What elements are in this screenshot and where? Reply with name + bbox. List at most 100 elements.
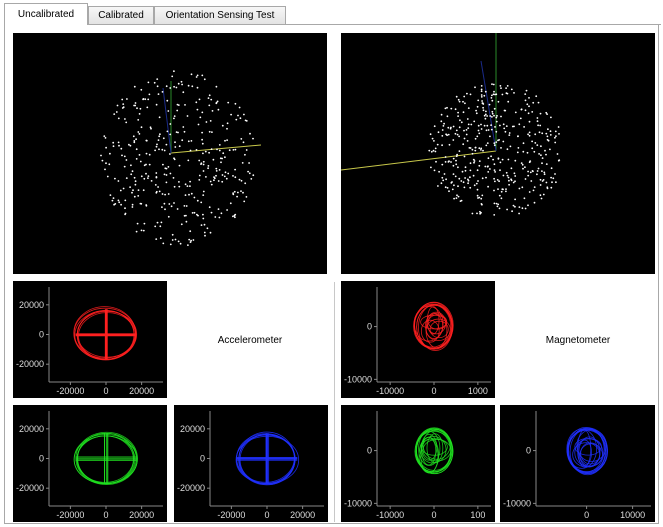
point-cloud-dot: [164, 208, 166, 211]
point-cloud-dot: [473, 184, 476, 187]
point-cloud-dot: [430, 166, 432, 169]
point-cloud-dot: [145, 152, 148, 155]
point-cloud-dot: [186, 115, 189, 117]
point-cloud-dot: [490, 97, 493, 99]
point-cloud-dot: [438, 170, 440, 173]
point-cloud-dot: [447, 126, 450, 129]
point-cloud-dot: [180, 80, 183, 83]
point-cloud-dot: [237, 191, 239, 194]
point-cloud-dot: [497, 139, 499, 142]
point-cloud-dot: [512, 181, 515, 184]
point-cloud-dot: [109, 152, 111, 155]
point-cloud-dot: [215, 167, 218, 170]
accelerometer-xy-plot[interactable]: 20000 0 -20000 -20000 0 20000: [13, 281, 167, 398]
point-cloud-dot: [481, 102, 484, 105]
point-cloud-dot: [512, 204, 515, 207]
point-cloud-dot: [501, 158, 504, 161]
x-tick-label: -20000: [56, 510, 84, 520]
point-cloud-dot: [163, 202, 166, 205]
magnetometer-xz-plot[interactable]: 0 -10000 -10000 0 100: [341, 405, 495, 522]
point-cloud-dot: [173, 157, 175, 160]
point-cloud-dot: [158, 148, 160, 151]
tab-orientation-sensing-test[interactable]: Orientation Sensing Test: [154, 6, 286, 24]
point-cloud-dot: [458, 135, 460, 138]
point-cloud-dot: [493, 169, 496, 172]
point-cloud-dot: [492, 158, 494, 161]
point-cloud-dot: [156, 78, 159, 80]
point-cloud-dot: [162, 163, 164, 166]
point-cloud-dot: [444, 186, 447, 189]
point-cloud-dot: [528, 131, 531, 134]
point-cloud-dot: [472, 174, 475, 177]
point-cloud-dot: [457, 98, 460, 101]
point-cloud-dot: [466, 118, 469, 120]
accelerometer-yz-plot[interactable]: 20000 0 -20000 -20000 0 20000: [174, 405, 328, 522]
point-cloud-dot: [142, 98, 145, 101]
point-cloud-dot: [441, 163, 444, 166]
point-cloud-dot: [456, 194, 458, 197]
point-cloud-dot: [210, 211, 213, 214]
point-cloud-dot: [527, 174, 530, 177]
point-cloud-dot: [250, 178, 253, 180]
point-cloud-dot: [531, 111, 534, 113]
point-cloud-dot: [557, 126, 560, 128]
point-cloud-dot: [164, 193, 167, 196]
point-cloud-dot: [539, 178, 542, 181]
point-cloud-dot: [469, 169, 472, 172]
point-cloud-dot: [123, 155, 126, 158]
point-cloud-dot: [445, 133, 447, 136]
tab-calibrated[interactable]: Calibrated: [88, 6, 154, 24]
data-trace-ring: [576, 429, 607, 462]
accelerometer-xz-plot[interactable]: 20000 0 -20000 -20000 0 20000: [13, 405, 167, 522]
tab-uncalibrated[interactable]: Uncalibrated: [4, 3, 88, 25]
point-cloud-dot: [238, 106, 241, 109]
point-cloud-dot: [123, 165, 126, 168]
point-cloud-dot: [477, 99, 480, 102]
point-cloud-dot: [133, 85, 136, 88]
point-cloud-dot: [483, 114, 486, 117]
point-cloud-dot: [190, 239, 193, 242]
point-cloud-dot: [195, 76, 198, 78]
point-cloud-dot: [191, 212, 194, 214]
section-divider: [334, 282, 335, 522]
point-cloud-dot: [131, 206, 134, 208]
point-cloud-dot: [430, 150, 433, 153]
point-cloud-dot: [533, 150, 536, 153]
point-cloud-dot: [172, 177, 175, 179]
point-cloud-dot: [508, 132, 511, 134]
point-cloud-dot: [539, 124, 542, 127]
point-cloud-dot: [458, 177, 461, 180]
y-tick-label: 0: [367, 446, 372, 456]
point-cloud-dot: [539, 184, 542, 186]
point-cloud-dot: [526, 103, 529, 106]
point-cloud-dot: [474, 149, 477, 152]
point-cloud-dot: [175, 131, 178, 133]
accelerometer-3d-view[interactable]: [13, 33, 327, 274]
point-cloud-dot: [117, 141, 120, 144]
point-cloud-dot: [462, 100, 464, 103]
point-cloud-dot: [220, 212, 223, 215]
point-cloud-dot: [202, 217, 205, 220]
point-cloud-dot: [166, 130, 169, 133]
point-cloud-dot: [485, 176, 487, 179]
point-cloud-dot: [495, 141, 498, 143]
point-cloud-dot: [476, 105, 479, 108]
data-trace-ring: [73, 306, 136, 360]
point-cloud-dot: [485, 129, 488, 132]
x-tick-label: 20000: [290, 510, 315, 520]
point-cloud-dot: [187, 159, 190, 162]
point-cloud-dot: [478, 164, 481, 167]
magnetometer-yz-plot[interactable]: 0 -10000 0 10000: [500, 405, 655, 522]
point-cloud-dot: [482, 149, 484, 152]
point-cloud-dot: [239, 117, 242, 120]
point-cloud-dot: [517, 135, 519, 138]
point-cloud-dot: [518, 123, 521, 126]
magnetometer-xy-plot[interactable]: 0 -10000 -10000 0 1000: [341, 281, 495, 398]
point-cloud-dot: [535, 95, 538, 98]
point-cloud-dot: [488, 103, 491, 106]
point-cloud-dot: [135, 158, 138, 160]
point-cloud-dot: [128, 143, 130, 146]
magnetometer-3d-view[interactable]: [341, 33, 655, 274]
point-cloud-dot: [181, 139, 184, 142]
point-cloud-dot: [118, 144, 120, 147]
